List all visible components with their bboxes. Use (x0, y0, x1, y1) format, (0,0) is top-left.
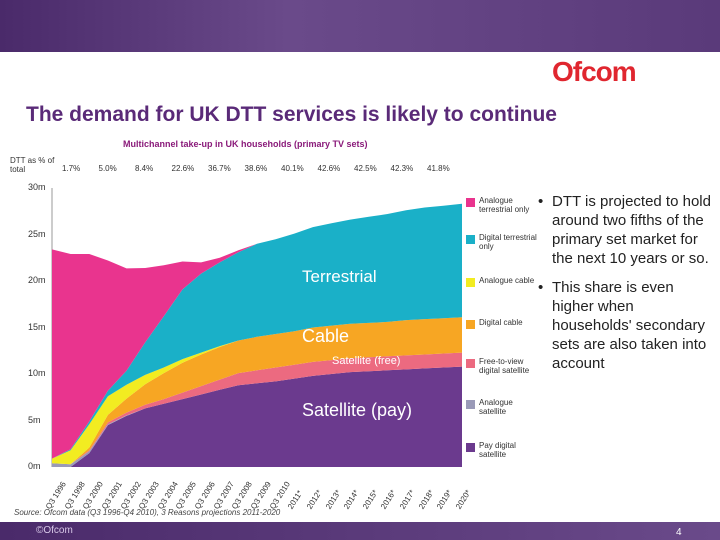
dtt-share-value: 22.6% (171, 164, 195, 173)
series-area-analogue-cable (52, 317, 462, 465)
dtt-share-value: 41.8% (427, 164, 450, 173)
header-bar (0, 0, 720, 52)
series-area-digital-terrestrial-only (52, 203, 462, 459)
dtt-share-value: 42.3% (390, 164, 414, 173)
legend-swatch (466, 400, 475, 409)
footer-bar (0, 522, 720, 540)
dtt-share-value: 42.6% (317, 164, 341, 173)
legend-label: Digital terrestrial only (479, 233, 537, 251)
legend-label: Pay digital satellite (479, 441, 516, 459)
dtt-share-value: 36.7% (208, 164, 231, 173)
dtt-share-value: 5.0% (98, 164, 117, 173)
y-tick-label: 20m (28, 275, 46, 285)
series-area-pay-digital-satellite (52, 366, 462, 467)
legend-label: Analogue cable (479, 276, 535, 285)
legend-swatch (466, 320, 475, 329)
legend-swatch (466, 198, 475, 207)
legend-swatch (466, 359, 475, 368)
dtt-share-value: 38.6% (244, 164, 268, 173)
series-area-analogue-terrestrial-only (52, 203, 462, 459)
page-number: 4 (676, 527, 682, 538)
satellite-pay-label: Satellite (pay) (302, 400, 413, 420)
chart-title: Multichannel take-up in UK households (p… (123, 139, 368, 149)
dtt-share-label: DTT as % of total (10, 156, 55, 174)
y-tick-label: 30m (28, 182, 46, 192)
legend-swatch (466, 235, 475, 244)
dtt-share-value: 40.1% (281, 164, 304, 173)
y-tick-label: 25m (28, 228, 46, 239)
dtt-share-value: 8.4% (135, 164, 154, 173)
bullet-item: DTT is projected to hold around two fift… (536, 192, 716, 268)
legend-label: Free-to-view digital satellite (479, 357, 530, 375)
legend-label: Analogue satellite (479, 398, 513, 416)
series-area-digital-cable (52, 317, 462, 465)
cable-label: Cable (302, 326, 350, 346)
y-tick-label: 15m (28, 321, 46, 332)
y-tick-label: 10m (28, 368, 46, 378)
bullet-list: DTT is projected to hold around two fift… (536, 192, 716, 383)
bullet-item: This share is even higher when household… (536, 278, 716, 373)
y-tick-label: 0m (28, 461, 41, 471)
terrestrial-label: Terrestrial (302, 267, 377, 286)
satellite-free-label: Satellite (free) (332, 355, 401, 367)
slide-title: The demand for UK DTT services is likely… (26, 103, 557, 126)
legend-label: Analogue terrestrial only (479, 196, 530, 214)
series-area-free-to-view-digital-satellite (52, 352, 462, 465)
ofcom-logo: Ofcom (552, 56, 637, 87)
source-note: Source: Ofcom data (Q3 1996-Q4 2010), 3 … (14, 508, 281, 517)
y-tick-label: 5m (28, 414, 41, 425)
dtt-share-value: 42.5% (354, 164, 377, 173)
legend-swatch (466, 443, 475, 452)
footer-brand: ©Ofcom (36, 525, 73, 536)
dtt-share-value: 1.7% (62, 164, 81, 173)
legend-swatch (466, 278, 475, 287)
legend-label: Digital cable (479, 318, 523, 327)
